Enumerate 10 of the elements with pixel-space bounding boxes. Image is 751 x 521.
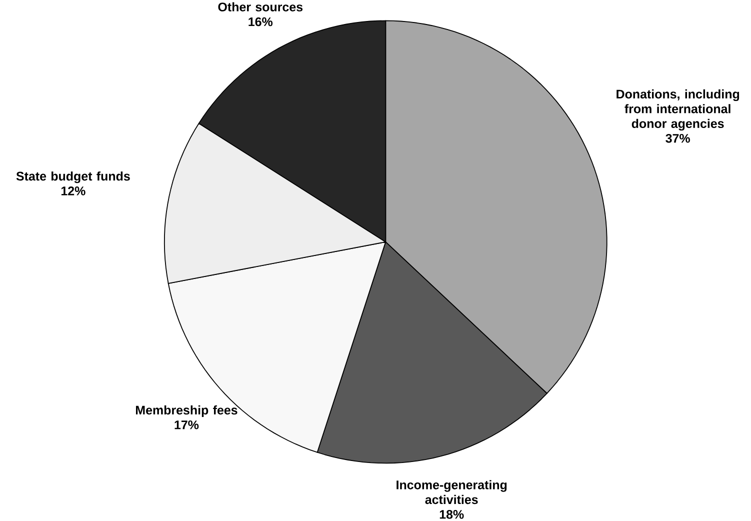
data-label: 18% [440, 510, 464, 519]
slice-label: State budget funds [16, 171, 130, 184]
data-label: 17% [174, 420, 199, 430]
slice-label: Other sources [218, 2, 303, 12]
slice-label: Donations, including from international donor agencies [616, 89, 740, 131]
slice-label: Membreship fees [136, 405, 238, 417]
slice-label: Income-generating activities [396, 480, 507, 504]
data-label: 12% [61, 186, 86, 196]
data-label: 16% [248, 17, 273, 26]
data-label: 37% [666, 134, 690, 143]
